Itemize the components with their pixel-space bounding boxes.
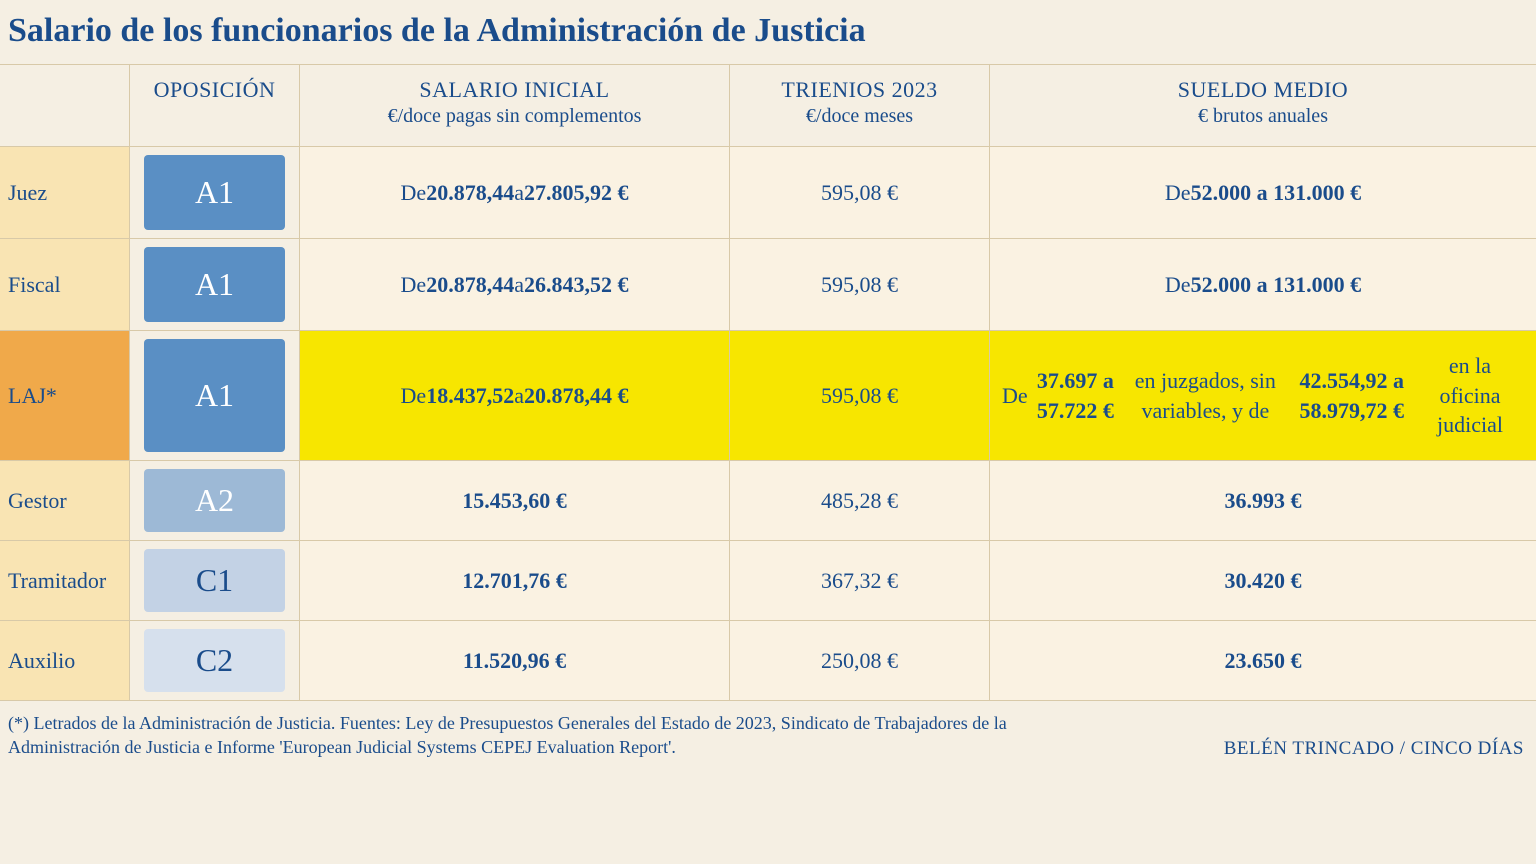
salary-table: OPOSICIÓN SALARIO INICIAL €/doce pagas s… [0, 64, 1536, 701]
badge-cell: A1 [130, 239, 300, 331]
footer: (*) Letrados de la Administración de Jus… [0, 701, 1536, 760]
sueldo-medio-cell: De 52.000 a 131.000 € [990, 147, 1536, 239]
header-oposicion: OPOSICIÓN [130, 65, 300, 147]
role-label: Tramitador [0, 541, 130, 621]
salario-inicial-cell: De 20.878,44 a 27.805,92 € [300, 147, 730, 239]
trienios-cell: 595,08 € [730, 147, 990, 239]
oposicion-badge: C2 [144, 629, 285, 692]
salario-inicial-cell: 12.701,76 € [300, 541, 730, 621]
salario-inicial-cell: De 20.878,44 a 26.843,52 € [300, 239, 730, 331]
sueldo-medio-cell: De 37.697 a 57.722 € en juzgados, sin va… [990, 331, 1536, 461]
header-salario-inicial: SALARIO INICIAL €/doce pagas sin complem… [300, 65, 730, 147]
oposicion-badge: A1 [144, 339, 285, 452]
oposicion-badge: A2 [144, 469, 285, 532]
salario-inicial-cell: 15.453,60 € [300, 461, 730, 541]
badge-cell: A2 [130, 461, 300, 541]
role-label: Gestor [0, 461, 130, 541]
sueldo-medio-cell: 30.420 € [990, 541, 1536, 621]
badge-cell: A1 [130, 331, 300, 461]
oposicion-badge: C1 [144, 549, 285, 612]
credit-text: BELÉN TRINCADO / CINCO DÍAS [1224, 738, 1524, 760]
badge-cell: C2 [130, 621, 300, 701]
trienios-cell: 367,32 € [730, 541, 990, 621]
oposicion-badge: A1 [144, 247, 285, 322]
role-label: LAJ* [0, 331, 130, 461]
footnote-text: (*) Letrados de la Administración de Jus… [8, 711, 1108, 760]
salario-inicial-cell: De 18.437,52 a 20.878,44 € [300, 331, 730, 461]
salario-inicial-cell: 11.520,96 € [300, 621, 730, 701]
badge-cell: C1 [130, 541, 300, 621]
role-label: Fiscal [0, 239, 130, 331]
header-role [0, 65, 130, 147]
trienios-cell: 595,08 € [730, 331, 990, 461]
trienios-cell: 595,08 € [730, 239, 990, 331]
trienios-cell: 250,08 € [730, 621, 990, 701]
sueldo-medio-cell: 36.993 € [990, 461, 1536, 541]
badge-cell: A1 [130, 147, 300, 239]
sueldo-medio-cell: De 52.000 a 131.000 € [990, 239, 1536, 331]
role-label: Juez [0, 147, 130, 239]
header-trienios: TRIENIOS 2023 €/doce meses [730, 65, 990, 147]
sueldo-medio-cell: 23.650 € [990, 621, 1536, 701]
role-label: Auxilio [0, 621, 130, 701]
oposicion-badge: A1 [144, 155, 285, 230]
header-sueldo-medio: SUELDO MEDIO € brutos anuales [990, 65, 1536, 147]
page-title: Salario de los funcionarios de la Admini… [0, 12, 1536, 64]
trienios-cell: 485,28 € [730, 461, 990, 541]
